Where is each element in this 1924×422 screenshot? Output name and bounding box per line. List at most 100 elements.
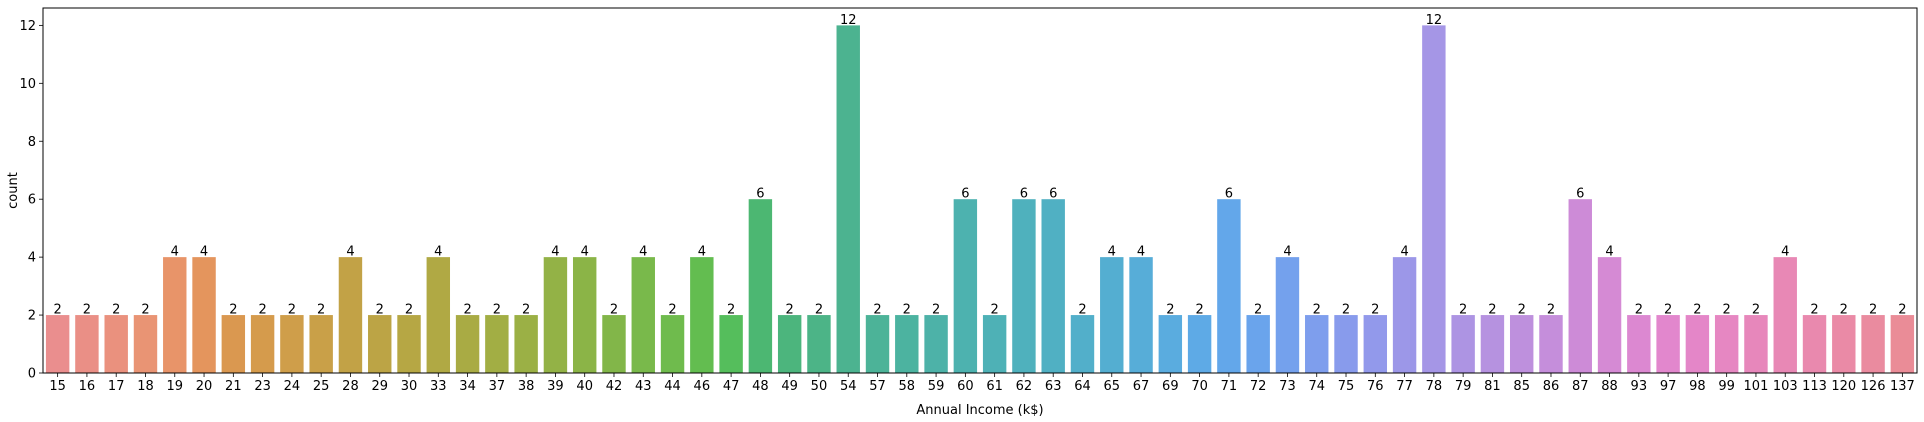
- bar-21: [221, 315, 246, 373]
- bar-value-label-101: 2: [1752, 303, 1760, 318]
- bars-layer: [45, 25, 1915, 374]
- bar-47: [719, 315, 743, 373]
- bar-value-label-113: 2: [1810, 303, 1818, 318]
- bar-28: [338, 257, 363, 373]
- x-tick-label: 79: [1455, 379, 1472, 394]
- bar-value-label-18: 2: [141, 303, 149, 318]
- bar-54: [836, 25, 860, 374]
- bar-74: [1305, 315, 1329, 373]
- bar-value-label-77: 4: [1400, 245, 1408, 260]
- bar-103: [1773, 257, 1797, 373]
- x-tick-label: 33: [430, 379, 447, 394]
- bar-39: [543, 257, 568, 373]
- bar-value-label-57: 2: [873, 303, 881, 318]
- bar-126: [1861, 315, 1885, 373]
- x-tick-label: 99: [1718, 379, 1735, 394]
- x-tick-label: 120: [1831, 379, 1856, 394]
- bar-40: [572, 257, 597, 373]
- x-tick-label: 69: [1162, 379, 1179, 394]
- bar-63: [1041, 199, 1065, 373]
- bar-value-label-74: 2: [1313, 303, 1321, 318]
- x-tick-label: 19: [166, 379, 183, 394]
- bar-value-label-63: 6: [1049, 187, 1057, 202]
- x-tick-label: 46: [694, 379, 711, 394]
- bar-120: [1832, 315, 1856, 373]
- y-tick-label: 10: [19, 77, 36, 92]
- x-tick-label: 62: [1016, 379, 1033, 394]
- bar-value-label-103: 4: [1781, 245, 1789, 260]
- bar-17: [104, 315, 128, 373]
- bar-44: [660, 315, 685, 373]
- x-tick-label: 113: [1802, 379, 1827, 394]
- bar-46: [690, 257, 714, 373]
- x-tick-label: 38: [518, 379, 535, 394]
- y-tick-label: 4: [28, 251, 36, 266]
- bar-value-label-75: 2: [1342, 303, 1350, 318]
- bar-15: [45, 315, 70, 373]
- bar-25: [309, 315, 333, 373]
- bar-value-label-137: 2: [1898, 303, 1906, 318]
- bar-value-label-15: 2: [54, 303, 62, 318]
- bar-34: [455, 315, 480, 373]
- bar-value-label-20: 4: [200, 245, 208, 260]
- bar-77: [1392, 257, 1417, 373]
- bar-37: [485, 315, 509, 373]
- bar-value-label-72: 2: [1254, 303, 1262, 318]
- bar-value-label-54: 12: [840, 13, 857, 28]
- bar-value-label-38: 2: [522, 303, 530, 318]
- bar-value-label-24: 2: [288, 303, 296, 318]
- x-tick-label: 93: [1631, 379, 1648, 394]
- x-tick-label: 65: [1103, 379, 1120, 394]
- bar-50: [807, 315, 831, 373]
- bar-value-label-61: 2: [991, 303, 999, 318]
- x-tick-label: 78: [1426, 379, 1443, 394]
- bar-value-label-62: 6: [1020, 187, 1028, 202]
- x-tick-label: 60: [957, 379, 974, 394]
- x-tick-label: 18: [137, 379, 154, 394]
- x-tick-label: 42: [606, 379, 623, 394]
- bar-69: [1158, 315, 1183, 373]
- x-tick-label: 29: [371, 379, 388, 394]
- x-tick-label: 30: [401, 379, 418, 394]
- bar-value-label-37: 2: [493, 303, 501, 318]
- x-tick-label: 98: [1689, 379, 1706, 394]
- x-tick-label: 40: [576, 379, 593, 394]
- bar-value-label-88: 4: [1605, 245, 1613, 260]
- bar-73: [1275, 257, 1300, 373]
- x-tick-label: 72: [1250, 379, 1267, 394]
- bar-value-label-25: 2: [317, 303, 325, 318]
- x-tick-label: 103: [1773, 379, 1798, 394]
- x-tick-label: 24: [284, 379, 301, 394]
- bar-29: [368, 315, 392, 373]
- bar-30: [397, 315, 421, 373]
- y-axis-ticks: 0 2 4 6 8 10 12: [19, 19, 43, 382]
- bar-67: [1129, 257, 1153, 373]
- bar-value-label-87: 6: [1576, 187, 1584, 202]
- bar-value-label-29: 2: [376, 303, 384, 318]
- bar-97: [1656, 315, 1680, 373]
- bar-60: [953, 199, 978, 373]
- bar-38: [514, 315, 538, 373]
- bar-78: [1422, 25, 1446, 374]
- x-tick-label: 76: [1367, 379, 1384, 394]
- x-tick-label: 64: [1074, 379, 1091, 394]
- bar-76: [1363, 315, 1388, 373]
- x-tick-label: 49: [781, 379, 798, 394]
- x-tick-label: 20: [196, 379, 213, 394]
- bar-98: [1685, 315, 1710, 373]
- bar-value-label-49: 2: [786, 303, 794, 318]
- bar-value-label-70: 2: [1195, 303, 1203, 318]
- y-tick-label: 6: [28, 193, 36, 208]
- x-tick-label: 47: [723, 379, 740, 394]
- bar-18: [133, 315, 158, 373]
- bar-75: [1334, 315, 1358, 373]
- bar-value-label-16: 2: [83, 303, 91, 318]
- x-tick-label: 37: [489, 379, 506, 394]
- bar-value-label-86: 2: [1547, 303, 1555, 318]
- bar-value-label-19: 4: [171, 245, 179, 260]
- bar-58: [895, 315, 919, 373]
- bar-value-label-79: 2: [1459, 303, 1467, 318]
- bar-value-label-73: 4: [1283, 245, 1291, 260]
